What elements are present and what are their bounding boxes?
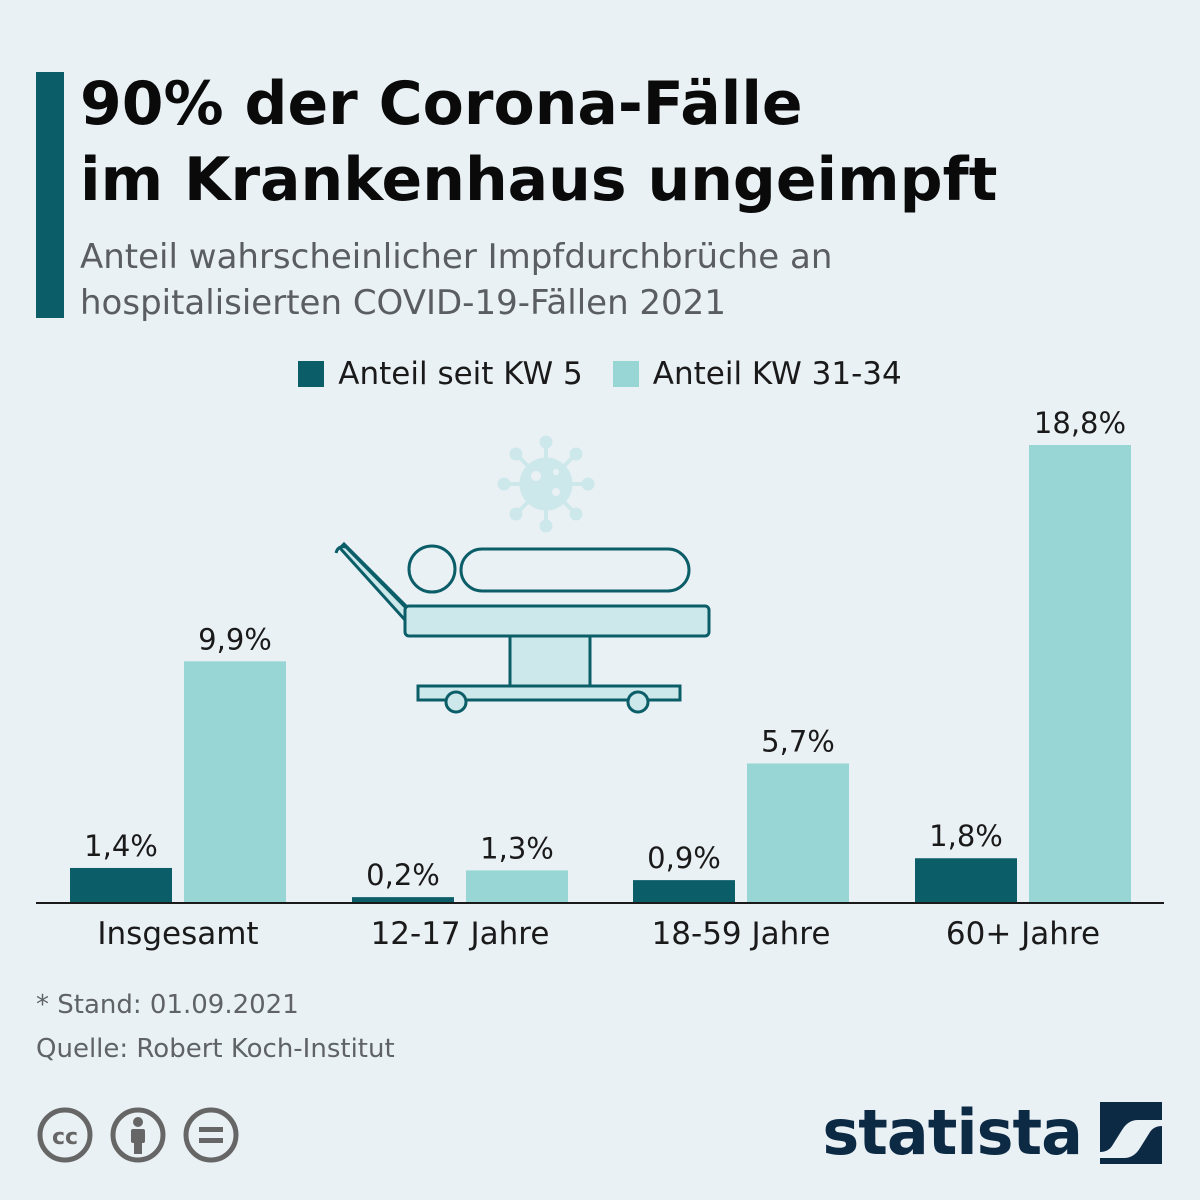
legend-label-series-2: Anteil KW 31-34 <box>652 356 902 392</box>
hospital-bed-illustration <box>334 435 711 714</box>
bar-dark-3 <box>915 858 1017 902</box>
subtitle-line-1: Anteil wahrscheinlicher Impfdurchbrüche … <box>80 237 833 277</box>
bar-value-label-0-0: 1,4% <box>84 829 158 863</box>
bar-value-label-0-3: 1,8% <box>929 819 1003 853</box>
bar-chart: 1,4% 9,9% 0,2% 1,3% 0,9% 5,7% 1,8% 18,8% Insges… <box>36 406 1164 952</box>
chart-title: 90% der Corona-Fälle im Krankenhaus unge… <box>80 66 1160 218</box>
bar-dark-0 <box>70 867 172 902</box>
title-line-2: im Krankenhaus ungeimpft <box>80 145 998 215</box>
statista-logo-icon <box>1100 1102 1162 1164</box>
bar-light-3 <box>1029 445 1131 902</box>
equals-icon <box>183 1107 239 1163</box>
bar-value-label-1-2: 5,7% <box>761 724 835 758</box>
svg-text:cc: cc <box>52 1125 78 1150</box>
brand-name: statista <box>822 1096 1083 1169</box>
legend: Anteil seit KW 5 Anteil KW 31-34 <box>0 352 1200 396</box>
bar-dark-2 <box>633 880 735 902</box>
virus-icon <box>497 435 595 533</box>
bar-value-label-1-0: 9,9% <box>198 622 272 656</box>
bar-value-labels: 1,4% 9,9% 0,2% 1,3% 0,9% 5,7% 1,8% 18,8% <box>84 406 1126 892</box>
category-label-1: 12-17 Jahre <box>371 916 550 952</box>
bar-light-2 <box>747 763 849 902</box>
category-label-0: Insgesamt <box>97 916 258 952</box>
category-labels: Insgesamt 12-17 Jahre 18-59 Jahre 60+ Jahre <box>97 916 1100 952</box>
bar-dark-1 <box>352 897 454 902</box>
legend-item-series-1: Anteil seit KW 5 <box>298 356 583 392</box>
statista-logo: statista <box>822 1098 1162 1168</box>
bar-value-label-1-1: 1,3% <box>480 831 554 865</box>
cc-icon: cc <box>37 1107 93 1163</box>
bar-value-label-0-2: 0,9% <box>647 841 721 875</box>
license-icons: cc <box>37 1107 239 1163</box>
bar-value-label-1-3: 18,8% <box>1034 406 1126 440</box>
accent-bar <box>36 72 64 318</box>
bars-group <box>70 445 1131 902</box>
chart-subtitle: Anteil wahrscheinlicher Impfdurchbrüche … <box>80 234 1160 326</box>
category-label-2: 18-59 Jahre <box>652 916 831 952</box>
bar-light-1 <box>466 870 568 902</box>
bar-light-0 <box>184 661 286 902</box>
bar-value-label-0-1: 0,2% <box>366 858 440 892</box>
legend-item-series-2: Anteil KW 31-34 <box>612 356 902 392</box>
subtitle-line-2: hospitalisierten COVID-19-Fällen 2021 <box>80 283 726 323</box>
title-line-1: 90% der Corona-Fälle <box>80 69 803 139</box>
legend-swatch-light <box>612 361 639 387</box>
legend-label-series-1: Anteil seit KW 5 <box>338 356 583 392</box>
category-label-3: 60+ Jahre <box>946 916 1100 952</box>
bed-icon <box>334 541 711 714</box>
legend-swatch-dark <box>298 361 325 387</box>
person-icon <box>110 1107 166 1163</box>
footnote: * Stand: 01.09.2021 <box>36 990 299 1020</box>
source-note: Quelle: Robert Koch-Institut <box>36 1034 395 1064</box>
